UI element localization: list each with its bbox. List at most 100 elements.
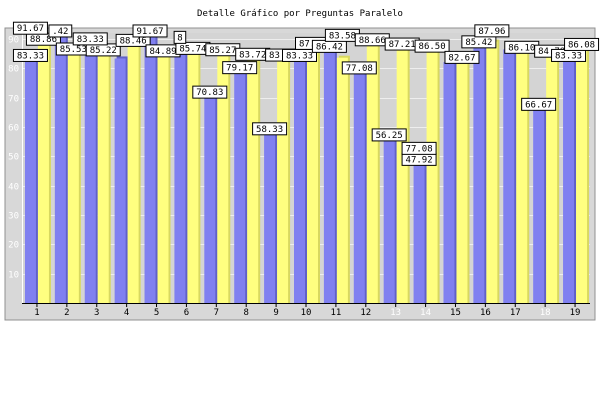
y-tick-label-10: 10 <box>8 271 19 281</box>
x-tick-label-8: 8 <box>243 308 248 318</box>
bar-b-4 <box>127 43 139 303</box>
data-label-2-1: .42 <box>52 27 68 37</box>
data-label-15-0: 82.67 <box>448 53 475 63</box>
x-tick-label-1: 1 <box>34 308 39 318</box>
data-label-box-3-1 <box>72 32 108 46</box>
data-label-3-1: 83.33 <box>77 35 104 45</box>
bar-b-11 <box>336 57 348 303</box>
data-label-3-0: 85.22 <box>90 46 117 56</box>
data-label-13-1: 87.21 <box>389 40 416 50</box>
data-label-5-1: 84.89 <box>149 47 176 57</box>
bar-a-3 <box>84 49 96 304</box>
data-label-7-0: 70.83 <box>196 88 223 98</box>
x-tick-label-11: 11 <box>330 308 341 318</box>
data-label-6-1: 8 <box>177 33 182 43</box>
bar-b-2 <box>67 51 79 304</box>
bar-b-16 <box>486 41 498 304</box>
bar-b-15 <box>456 60 468 303</box>
bar-b-6 <box>187 51 199 304</box>
data-label-box-14-1 <box>414 39 450 53</box>
x-tick-label-18: 18 <box>540 308 551 318</box>
data-label-box-13-0 <box>371 128 407 142</box>
data-label-box-6-1 <box>173 30 187 44</box>
bar-a-15 <box>443 62 455 304</box>
bar-a-4 <box>114 58 126 303</box>
data-label-7-1: 85.27 <box>209 46 236 56</box>
data-label-5-0: 91.67 <box>136 27 163 37</box>
bar-b-13 <box>396 47 408 303</box>
y-tick-label-30: 30 <box>8 212 19 222</box>
bar-b-14 <box>426 49 438 304</box>
x-tick-label-7: 7 <box>214 308 219 318</box>
data-label-box-1-2 <box>12 21 48 35</box>
data-label-12-0: 77.08 <box>346 64 373 74</box>
bar-a-12 <box>353 70 365 303</box>
data-label-18-0: 66.67 <box>525 100 552 110</box>
y-tick-label-60: 60 <box>8 124 19 134</box>
x-tick-label-10: 10 <box>301 308 312 318</box>
bar-b-9 <box>277 58 289 303</box>
bar-b-19 <box>576 50 588 303</box>
bar-a-13 <box>383 137 395 303</box>
x-tick-label-6: 6 <box>184 308 189 318</box>
data-label-11-1: 83.58 <box>329 31 356 41</box>
data-label-14-1: 86.50 <box>419 42 446 52</box>
bar-a-8 <box>234 70 246 303</box>
data-label-19-0: 83.33 <box>555 51 582 61</box>
bar-b-3 <box>97 52 109 303</box>
bar-a-6 <box>174 48 186 303</box>
data-label-box-14-2 <box>401 141 437 155</box>
data-label-box-5-0 <box>132 24 168 38</box>
bar-a-9 <box>264 131 276 303</box>
bar-a-18 <box>533 107 545 303</box>
y-tick-label-50: 50 <box>8 153 19 163</box>
x-tick-label-15: 15 <box>450 308 461 318</box>
bar-a-10 <box>294 58 305 303</box>
bar-b-12 <box>366 42 378 303</box>
data-label-box-15-0 <box>444 50 480 64</box>
y-tick-label-20: 20 <box>8 241 19 251</box>
bar-a-2 <box>54 33 66 304</box>
y-tick-label-80: 80 <box>8 65 19 75</box>
data-label-4-0: 88.46 <box>120 36 147 46</box>
data-label-16-0: 85.42 <box>465 38 492 48</box>
data-label-box-7-0 <box>192 85 228 99</box>
bar-a-7 <box>204 95 216 303</box>
bar-a-16 <box>473 44 485 304</box>
bar-b-17 <box>516 50 528 303</box>
data-label-9-0: 58.33 <box>256 125 283 135</box>
bar-b-10 <box>307 46 318 304</box>
y-tick-label-90: 90 <box>8 36 19 46</box>
data-label-8-1: 83.72 <box>239 50 266 60</box>
x-tick-label-17: 17 <box>510 308 521 318</box>
bar-a-14 <box>413 162 425 303</box>
data-label-13-0: 56.25 <box>376 131 403 141</box>
x-tick-label-3: 3 <box>94 308 99 318</box>
bar-a-19 <box>563 58 575 303</box>
bar-a-11 <box>323 49 335 304</box>
x-tick-label-4: 4 <box>124 308 129 318</box>
chart-title: Detalle Gráfico por Preguntas Paralelo <box>197 9 403 19</box>
bar-b-18 <box>546 54 558 303</box>
data-label-box-19-1 <box>564 37 600 51</box>
x-tick-label-16: 16 <box>480 308 491 318</box>
data-label-16-1: 87.96 <box>478 27 505 37</box>
x-tick-label-2: 2 <box>64 308 69 318</box>
data-label-box-16-1 <box>474 24 510 38</box>
data-label-1-0: 83.33 <box>17 51 44 61</box>
data-label-19-1: 86.08 <box>568 40 595 50</box>
data-label-12-1: 88.66 <box>359 36 386 46</box>
data-label-1-2: 91.67 <box>17 24 44 34</box>
data-label-box-2-1 <box>48 24 73 38</box>
data-label-17-0: 86.10 <box>508 43 535 53</box>
data-label-11-0: 86.42 <box>316 42 343 52</box>
data-label-14-2: 77.08 <box>406 144 433 154</box>
bar-a-5 <box>144 33 156 304</box>
x-tick-label-12: 12 <box>360 308 371 318</box>
x-tick-label-5: 5 <box>154 308 159 318</box>
bar-a-17 <box>503 49 515 304</box>
data-label-10-0: 83.33 <box>286 51 313 61</box>
bar-b-7 <box>217 52 229 304</box>
